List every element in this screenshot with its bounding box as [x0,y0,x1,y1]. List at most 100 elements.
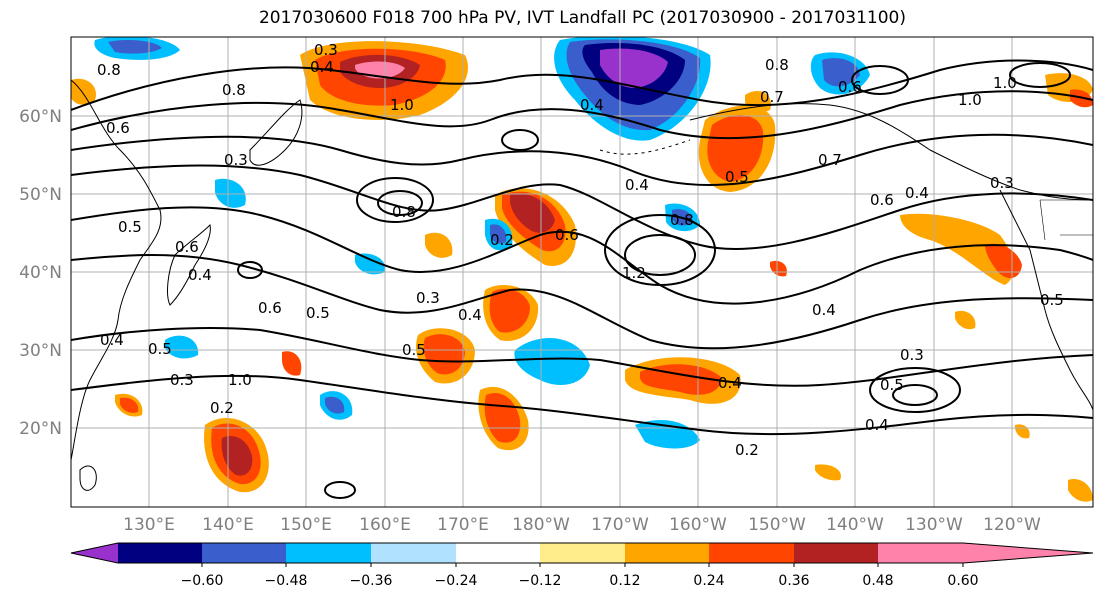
contour-label: 1.0 [993,74,1017,92]
lon-label: 120°W [983,515,1041,535]
lon-label: 160°E [359,515,411,535]
pv-contour-closed [892,384,938,406]
lon-label: 130°E [123,515,175,535]
us-state-border [1039,199,1093,241]
colorbar-bin [286,543,371,563]
pv-contours [71,59,1093,499]
aleutian-islands [599,139,691,155]
contour-label: 0.4 [188,266,212,284]
positive-anomaly-patch [1068,479,1093,502]
positive-anomaly-patch [745,90,771,113]
lon-label: 170°E [437,515,489,535]
lat-label: 60°N [19,107,62,127]
colorbar-tick-label: 0.48 [862,573,893,589]
pv-contour-closed [237,261,263,279]
contour-label: 0.4 [458,306,482,324]
colorbar-bin [118,543,202,563]
colorbar-bin [456,543,540,563]
pv-contour-closed [624,234,696,276]
colorbar-extend-high-tip [963,543,1093,563]
map-frame [70,36,1094,508]
pv-contour-closed [356,177,434,223]
colorbar-tick-label: 0.12 [609,573,640,589]
japan-coastline [167,223,211,306]
lat-label: 50°N [19,185,62,205]
contour-label: 0.8 [392,203,416,221]
negative-anomaly-patch [165,335,199,359]
positive-anomaly-patch [120,397,139,413]
contour-label: 0.6 [838,78,862,96]
contour-label: 0.8 [222,81,246,99]
positive-anomaly-patch [770,260,787,277]
contour-label: 0.5 [402,341,426,359]
contour-label: 0.8 [765,56,789,74]
contour-label: 0.5 [725,168,749,186]
asia-coastline [71,79,162,461]
contour-label: 0.6 [258,299,282,317]
contour-label: 0.2 [210,399,234,417]
negative-anomaly-patch [822,58,860,87]
colorbar-bin [625,543,709,563]
contour-label: 0.3 [416,289,440,307]
contour-label: 0.4 [812,301,836,319]
contour-label: 0.4 [865,416,889,434]
latitude-labels: 60°N 50°N 40°N 30°N 20°N [19,107,62,439]
negative-anomaly-patch [600,48,668,88]
pv-contour-line [71,90,1093,140]
north-america-west-coastline [999,189,1093,411]
positive-anomaly-patch [815,464,841,481]
colorbar-bin [371,543,456,563]
lat-label: 30°N [19,341,62,361]
negative-anomaly-patch [355,253,386,275]
contour-label: 0.8 [670,211,694,229]
positive-anomaly-patch [707,115,764,182]
contour-label: 1.0 [390,96,414,114]
positive-anomaly-patch [900,213,1015,285]
pv-contour-line [71,133,1093,187]
pv-contour-line [71,374,1093,436]
contour-label: 0.6 [555,226,579,244]
colorbar-bin [202,543,286,563]
positive-anomaly-patch [221,436,253,476]
lon-label: 150°E [280,515,332,535]
pv-contour-closed [324,481,356,499]
contour-label: 0.3 [990,174,1014,192]
contour-label: 0.5 [118,218,142,236]
contour-label: 1.0 [958,91,982,109]
contour-label: 0.6 [106,119,130,137]
contour-label: 0.3 [900,346,924,364]
negative-anomaly-patch [490,224,507,244]
pv-contour-closed [1009,62,1071,88]
contour-label: 0.6 [175,238,199,256]
contour-label: 0.4 [580,96,604,114]
contour-label: 0.3 [224,151,248,169]
contour-label: 1.2 [622,264,646,282]
colorbar-bin [540,543,625,563]
colorbar-bin [709,543,794,563]
contour-label: 0.6 [870,191,894,209]
contour-label: 0.5 [1040,291,1064,309]
positive-anomaly-patch [510,193,555,233]
contour-label: 0.3 [314,41,338,59]
contour-label: 0.7 [760,88,784,106]
positive-anomaly-patch [282,351,302,376]
lon-label: 140°W [826,515,884,535]
plot-title: 2017030600 F018 700 hPa PV, IVT Landfall… [258,8,906,28]
colorbar-ticks [201,563,964,567]
positive-anomaly-patch [423,334,465,375]
contour-label: 1.0 [228,371,252,389]
lon-label: 130°W [905,515,963,535]
negative-anomaly-patch [325,396,345,414]
kamchatka-coastline [249,99,303,166]
pv-contour-closed [501,129,539,151]
positive-anomaly-patch [985,243,1022,279]
lon-label: 160°W [669,515,727,535]
contour-label: 0.4 [718,374,742,392]
contour-label: 0.4 [625,176,649,194]
contour-label: 0.4 [905,184,929,202]
contour-label: 0.5 [306,304,330,322]
contour-label: 0.2 [735,441,759,459]
contour-label: 0.5 [148,340,172,358]
map-content: 0.8 0.8 0.6 0.3 0.4 1.0 0.4 0.8 0.7 0.6 … [71,37,1093,507]
